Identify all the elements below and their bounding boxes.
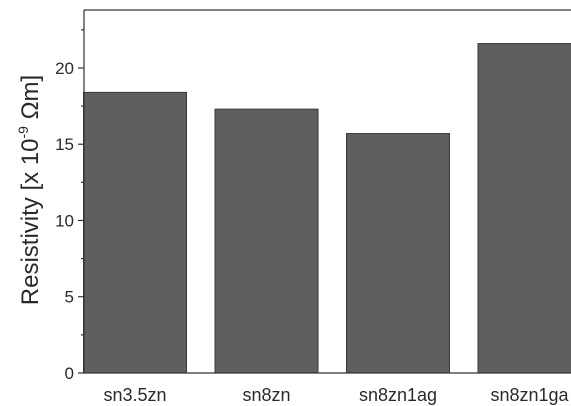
y-tick-label-15: 15 xyxy=(55,135,74,154)
y-ticks-group: 0 5 10 15 20 xyxy=(55,29,84,383)
bar-sn3.5zn xyxy=(83,91,187,374)
x-tick-label-sn8zn1ga: sn8zn1ga xyxy=(490,385,569,405)
y-axis-label-main: Resistivity [x 10 xyxy=(17,139,44,306)
x-tick-label-sn8zn1ag: sn8zn1ag xyxy=(359,385,437,405)
x-tick-labels-group: sn3.5zn sn8zn sn8zn1ag sn8zn1ga xyxy=(103,385,569,405)
y-tick-label-20: 20 xyxy=(55,59,74,78)
y-axis-label-exponent: -9 xyxy=(15,126,31,139)
x-tick-label-sn3.5zn: sn3.5zn xyxy=(103,385,166,405)
bars-group xyxy=(83,43,571,374)
y-tick-label-5: 5 xyxy=(65,288,74,307)
bar-sn8zn1ga xyxy=(477,43,571,374)
bar-sn8zn1ag xyxy=(346,133,450,374)
y-tick-label-0: 0 xyxy=(65,364,74,383)
y-axis-label: Resistivity [x 10-9 Ωm] xyxy=(15,75,44,305)
y-tick-label-10: 10 xyxy=(55,211,74,230)
x-tick-label-sn8zn: sn8zn xyxy=(242,385,290,405)
bar-sn8zn xyxy=(214,108,319,374)
y-axis-label-unit: Ωm] xyxy=(17,75,44,126)
